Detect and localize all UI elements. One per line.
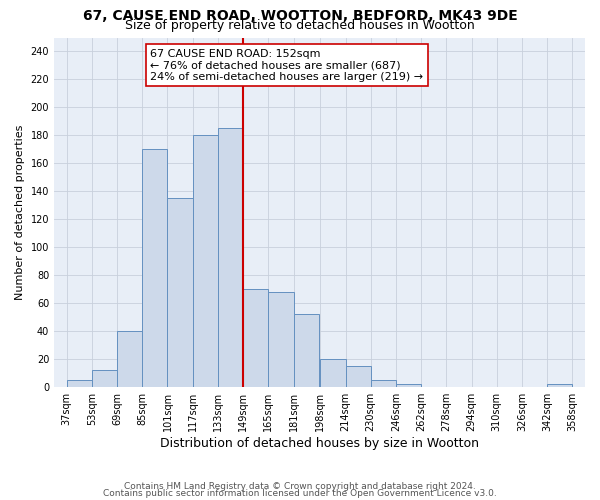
Text: Contains HM Land Registry data © Crown copyright and database right 2024.: Contains HM Land Registry data © Crown c… (124, 482, 476, 491)
Bar (243, 290, 268, 387)
Bar (268, 292, 293, 387)
Bar (117, 332, 142, 387)
Bar (67, 380, 92, 387)
Bar (346, 366, 371, 387)
Y-axis label: Number of detached properties: Number of detached properties (15, 124, 25, 300)
X-axis label: Distribution of detached houses by size in Wootton: Distribution of detached houses by size … (160, 437, 479, 450)
Bar (193, 136, 218, 387)
Text: Contains public sector information licensed under the Open Government Licence v3: Contains public sector information licen… (103, 488, 497, 498)
Bar (320, 359, 346, 387)
Bar (218, 128, 243, 387)
Bar (92, 370, 117, 387)
Bar (293, 314, 319, 387)
Bar (396, 384, 421, 387)
Bar (167, 198, 193, 387)
Text: 67 CAUSE END ROAD: 152sqm
← 76% of detached houses are smaller (687)
24% of semi: 67 CAUSE END ROAD: 152sqm ← 76% of detac… (150, 48, 423, 82)
Bar (142, 150, 167, 387)
Bar (371, 380, 396, 387)
Text: Size of property relative to detached houses in Wootton: Size of property relative to detached ho… (125, 19, 475, 32)
Bar (547, 384, 572, 387)
Text: 67, CAUSE END ROAD, WOOTTON, BEDFORD, MK43 9DE: 67, CAUSE END ROAD, WOOTTON, BEDFORD, MK… (83, 9, 517, 23)
